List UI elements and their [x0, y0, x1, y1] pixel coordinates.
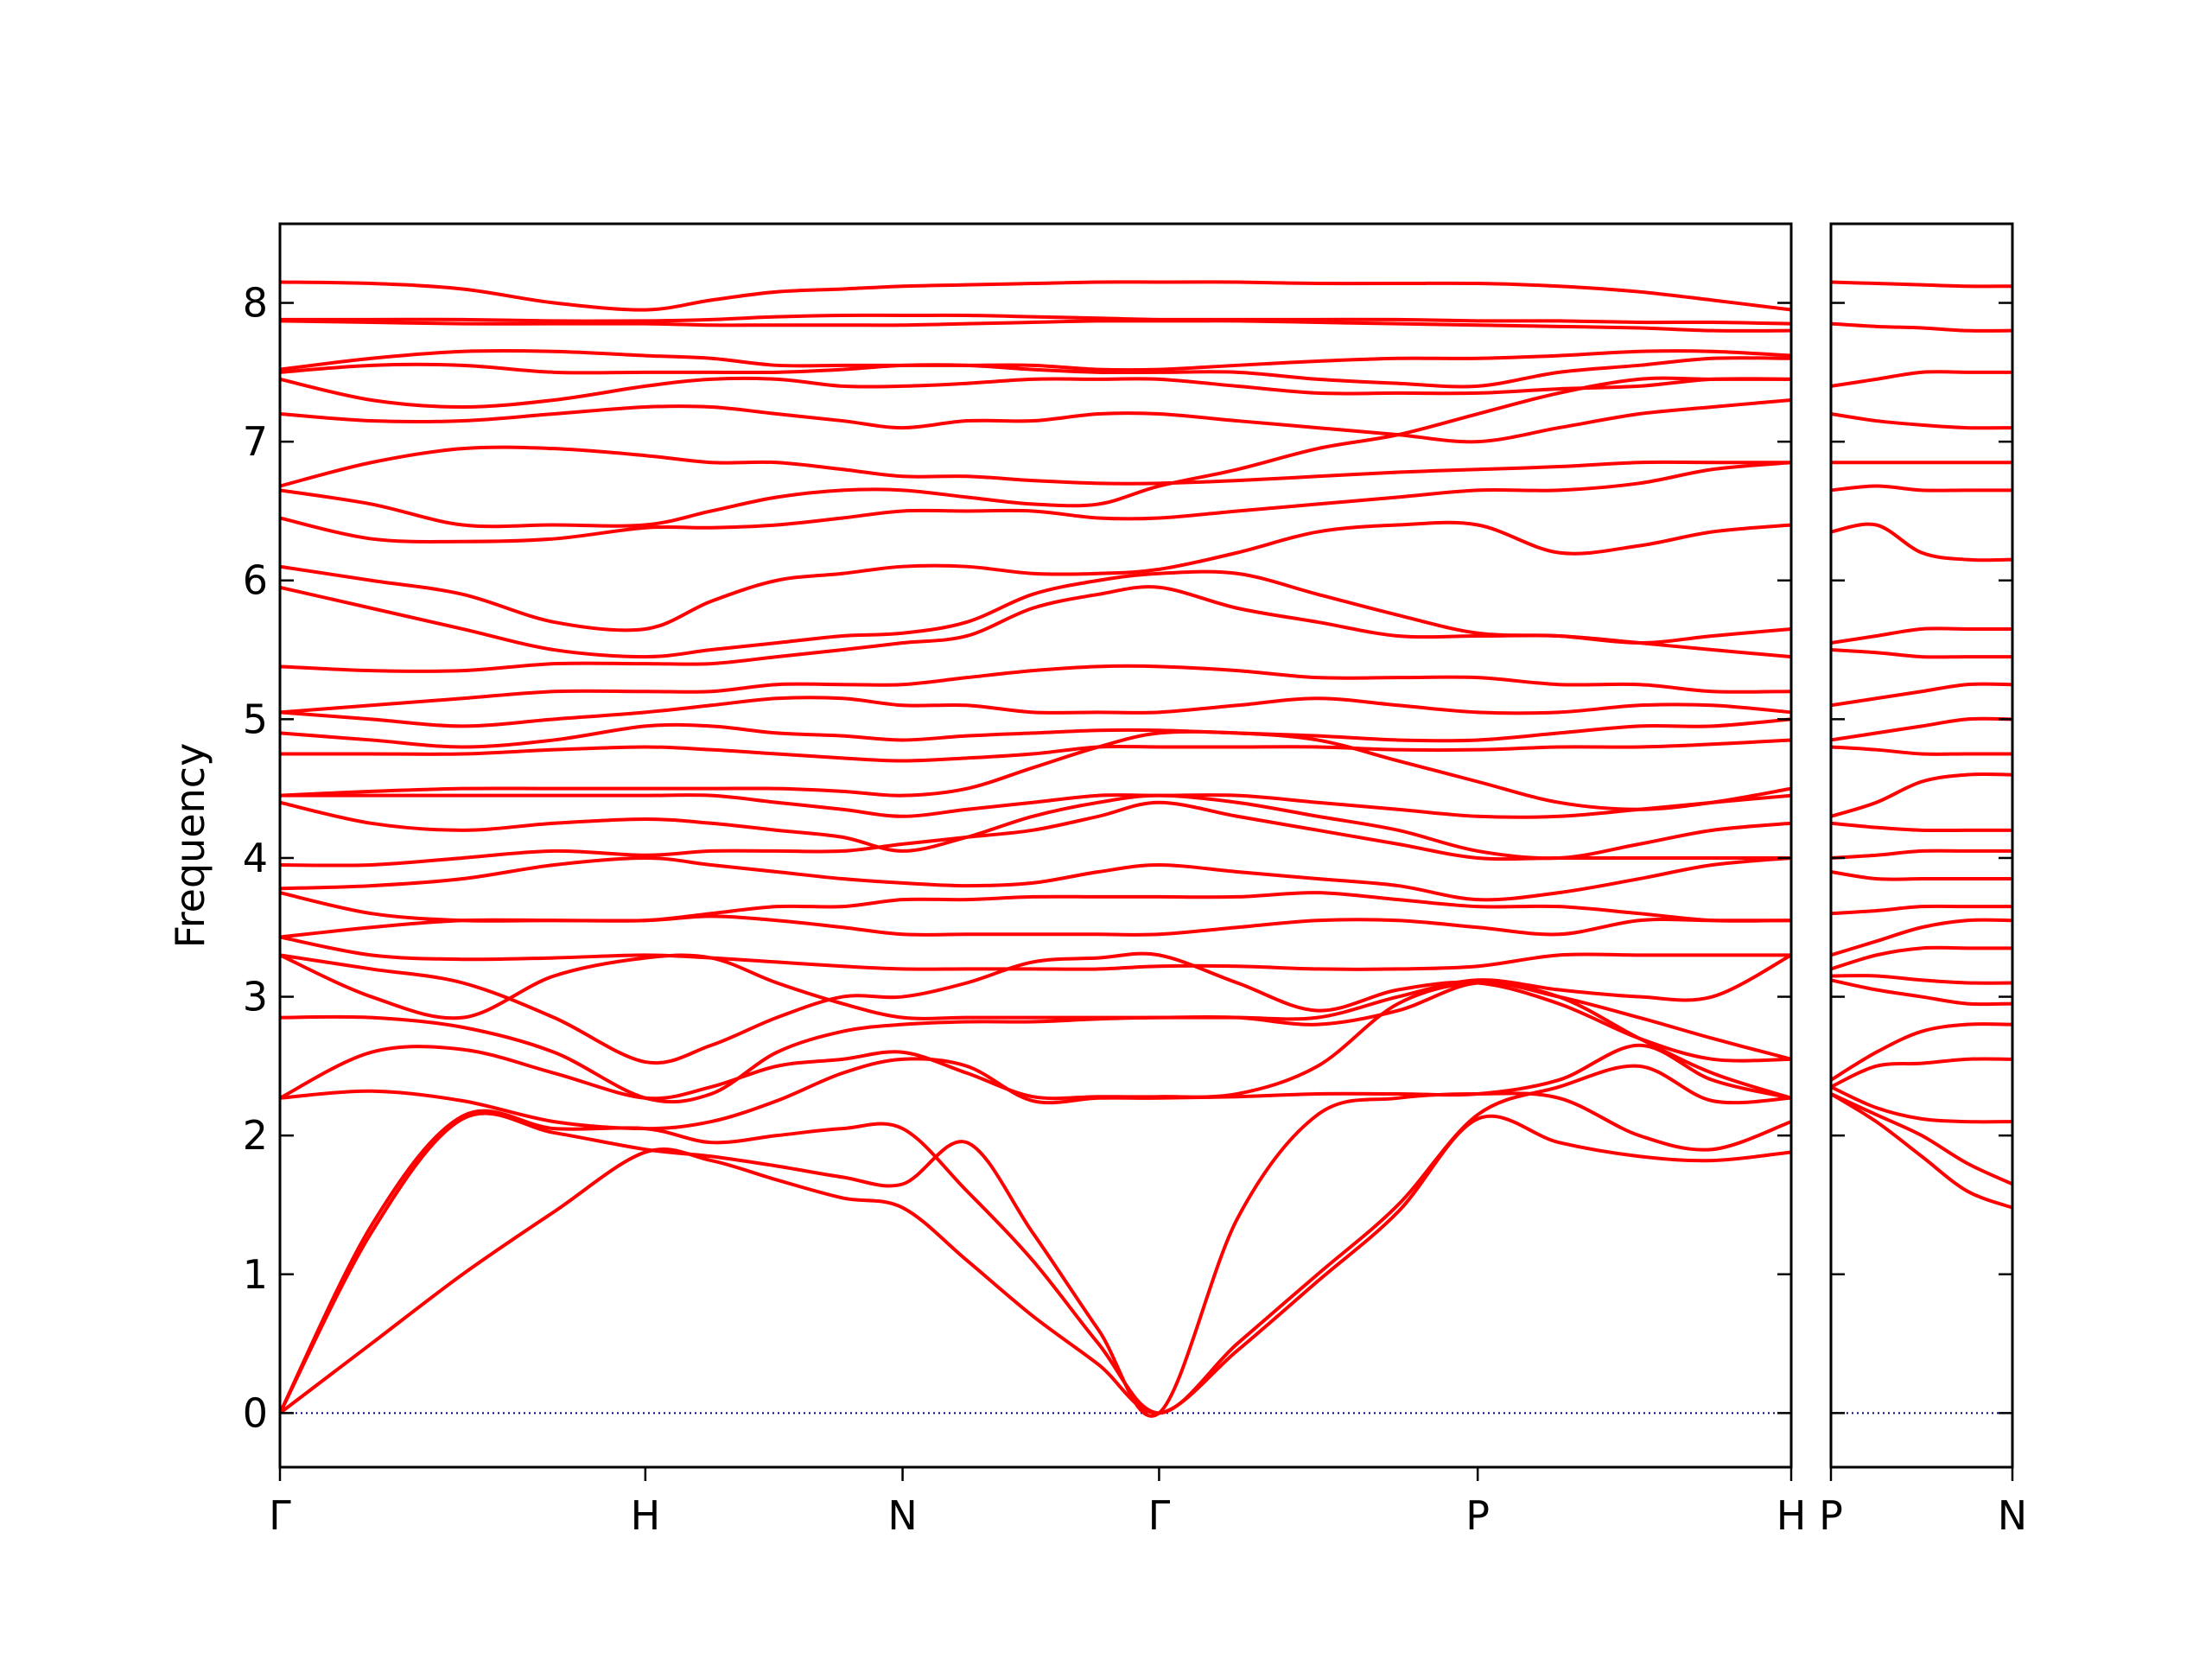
- x-tick-label: H: [631, 1492, 661, 1539]
- x-tick-label: Γ: [1148, 1492, 1171, 1539]
- band-line: [1831, 849, 2012, 860]
- band-line: [1831, 978, 2012, 1007]
- band-line: [280, 280, 1791, 312]
- band-line: [1831, 918, 2012, 957]
- y-tick-label: 1: [243, 1251, 268, 1298]
- band-line: [1831, 904, 2012, 916]
- x-tick-label: P: [1819, 1492, 1843, 1539]
- band-line: [280, 738, 1791, 763]
- band-line: [1831, 870, 2012, 881]
- band-line: [280, 981, 1791, 1104]
- band-line: [280, 1114, 1791, 1415]
- band-line: [1831, 772, 2012, 818]
- y-tick-label: 6: [243, 557, 268, 604]
- axes-frame: [278, 222, 1793, 1469]
- band-line: [280, 951, 1791, 1065]
- y-tick-label: 0: [243, 1389, 268, 1436]
- x-tick-label: H: [1777, 1492, 1807, 1539]
- band-line: [1831, 626, 2012, 645]
- band-line: [1831, 412, 2012, 430]
- band-line: [1831, 370, 2012, 388]
- band-line: [1831, 1022, 2012, 1082]
- band-line: [280, 855, 1791, 902]
- x-tick-label: N: [887, 1492, 917, 1539]
- band-line: [1831, 484, 2012, 493]
- band-line: [1831, 648, 2012, 659]
- band-line: [280, 313, 1791, 326]
- band-line: [280, 729, 1791, 811]
- band-line: [280, 696, 1791, 728]
- band-line: [280, 935, 1791, 971]
- band-line: [280, 356, 1791, 389]
- band-line: [280, 376, 1791, 409]
- plot-area: 0 1 2 3 4 5 6 7 8 Γ H N Γ P H Frequency: [167, 222, 1807, 1539]
- band-line: [280, 953, 1791, 1021]
- band-line: [1831, 1057, 2012, 1089]
- band-line: [280, 520, 1791, 632]
- band-line: [1831, 716, 2012, 742]
- y-tick-label: 8: [243, 280, 268, 327]
- y-tick-label: 4: [243, 835, 268, 881]
- band-line: [1831, 682, 2012, 708]
- band-line: [280, 376, 1791, 529]
- band-line: [280, 717, 1791, 749]
- bands: [1831, 280, 2012, 1210]
- band-line: [280, 585, 1791, 673]
- band-line: [280, 348, 1791, 372]
- y-tick-label: 3: [243, 974, 268, 1020]
- band-line: [1831, 974, 2012, 985]
- band-line: [280, 445, 1791, 488]
- band-line: [280, 569, 1791, 659]
- x-tick-label: P: [1465, 1492, 1490, 1539]
- band-line: [280, 1091, 1791, 1418]
- y-tick-label: 7: [243, 418, 268, 465]
- x-tick-label: N: [1998, 1492, 2027, 1539]
- band-line: [1831, 745, 2012, 756]
- band-line: [280, 461, 1791, 543]
- band-line: [1831, 1092, 2012, 1186]
- y-axis-label: Frequency: [167, 743, 213, 949]
- band-line: [280, 397, 1791, 444]
- bands: [280, 280, 1791, 1418]
- axes-frame: [1829, 222, 2014, 1469]
- band-line: [280, 793, 1791, 861]
- band-line: [1831, 945, 2012, 971]
- band-line: [1831, 1092, 2012, 1210]
- band-line: [1831, 821, 2012, 833]
- band-line: [280, 319, 1791, 333]
- y-tick-label: 2: [243, 1112, 268, 1159]
- band-line: [280, 1064, 1791, 1415]
- band-line: [280, 1043, 1791, 1131]
- band-line: [280, 891, 1791, 923]
- band-line: [1831, 280, 2012, 289]
- band-line: [280, 793, 1791, 819]
- band-line: [1831, 1085, 2012, 1124]
- band-line: [1831, 321, 2012, 333]
- x-tick-label: Γ: [269, 1492, 291, 1539]
- band-line: [280, 664, 1791, 715]
- band-line: [1831, 522, 2012, 563]
- y-tick-label: 5: [243, 696, 268, 742]
